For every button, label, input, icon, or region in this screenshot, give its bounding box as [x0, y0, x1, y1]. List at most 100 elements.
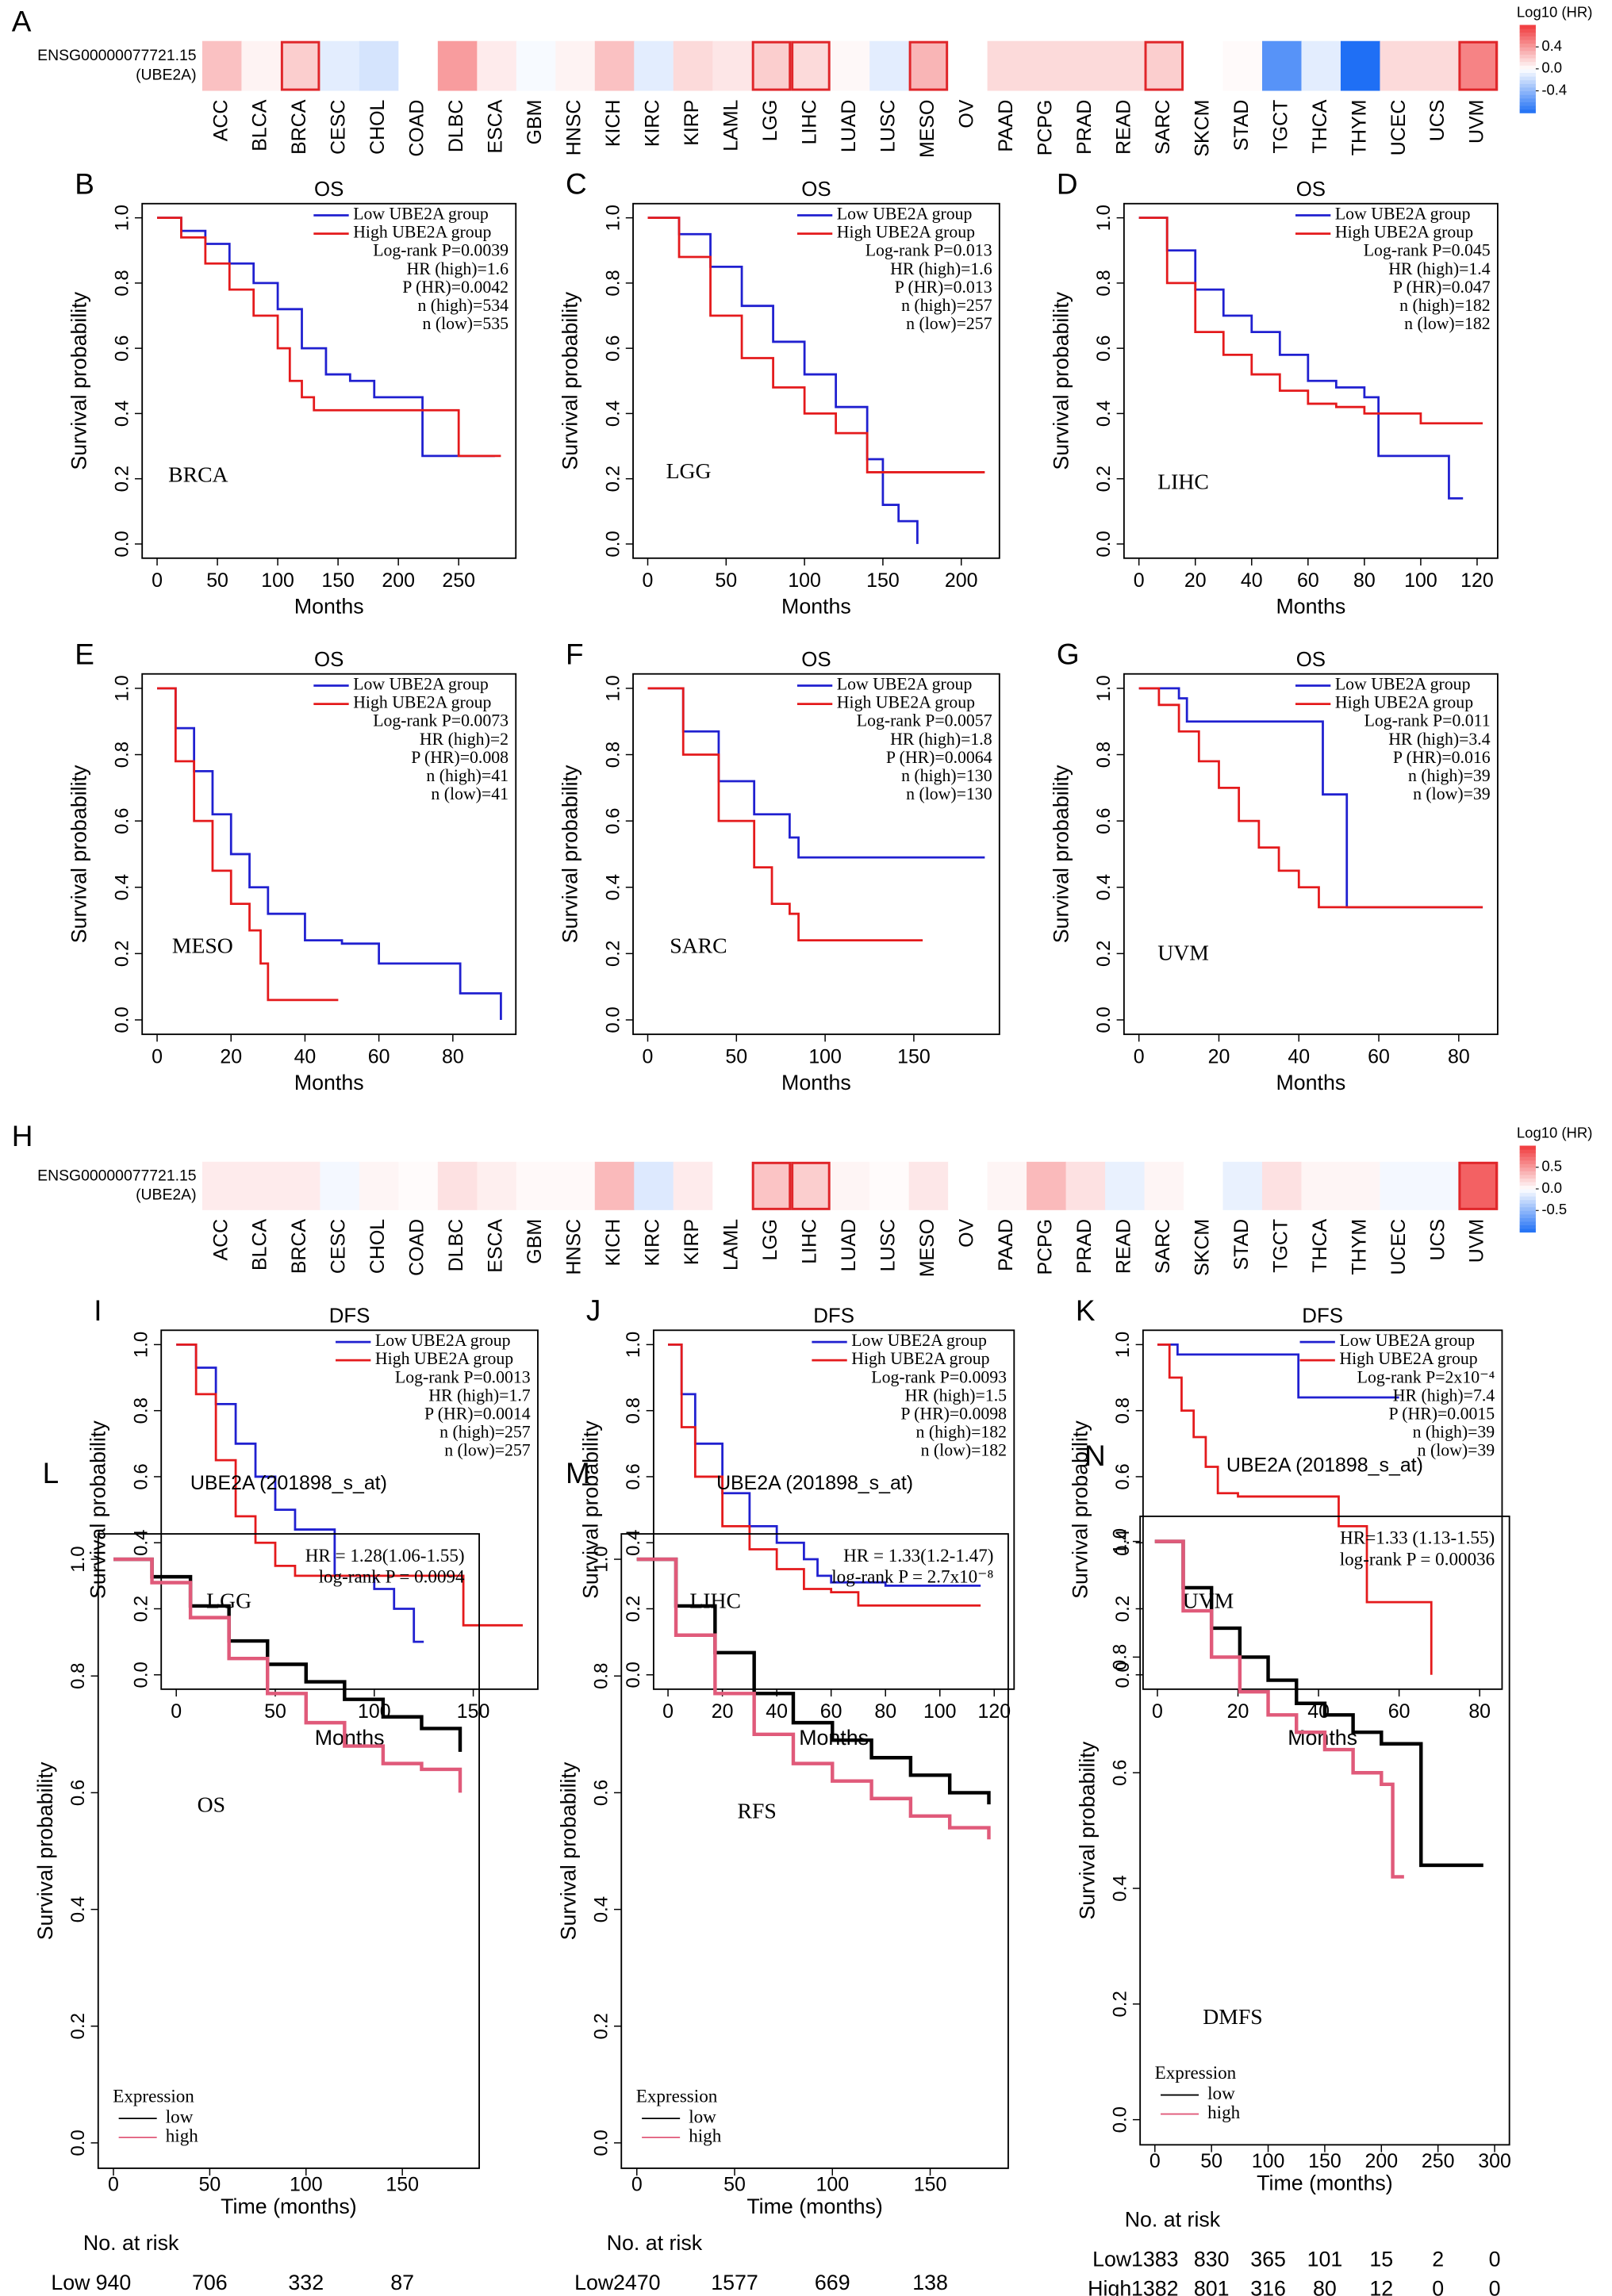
y-tick-label: 0.8 — [112, 270, 133, 296]
y-tick-label: 1.0 — [1112, 1332, 1134, 1358]
category-label: HNSC — [563, 1219, 585, 1275]
heat-cell — [634, 1161, 674, 1210]
heat-cell — [987, 1161, 1027, 1210]
plot-title: OS — [314, 178, 344, 201]
category-label: CESC — [328, 100, 350, 155]
x-tick-label: 60 — [820, 1700, 842, 1723]
panel-label: G — [1057, 638, 1080, 670]
survival-curve — [113, 1557, 462, 1752]
risk-row-label: High — [1088, 2276, 1131, 2296]
colorbar-segment — [1519, 1217, 1536, 1222]
colorbar-segment — [1519, 61, 1536, 66]
category-label: PAAD — [995, 100, 1017, 152]
legend-label: low — [1207, 2083, 1235, 2103]
heat-cell — [241, 40, 282, 91]
colorbar-segment — [1519, 1206, 1536, 1211]
heat-cell — [751, 1161, 792, 1210]
category-label: STAD — [1230, 1219, 1253, 1271]
heat-cell — [673, 1161, 713, 1210]
y-tick-label: 0.4 — [602, 874, 624, 900]
x-tick-label: 50 — [723, 2174, 746, 2196]
survival-curve — [1157, 1343, 1399, 1399]
x-tick-label: 60 — [1368, 1045, 1390, 1068]
category-label: TGCT — [1269, 1219, 1292, 1273]
colorbar-segment — [1519, 1167, 1536, 1171]
category-label: SKCM — [1191, 1219, 1213, 1276]
y-tick-label: 0.4 — [67, 1896, 89, 1922]
heat-cell — [437, 1161, 478, 1210]
x-axis-label: Months — [1288, 1726, 1357, 1750]
colorbar-segment — [1519, 47, 1536, 52]
category-label: PCPG — [1034, 100, 1056, 156]
y-tick-label: 0.0 — [1093, 531, 1115, 557]
x-tick-label: 80 — [1353, 569, 1376, 592]
survival-curve — [1154, 1539, 1404, 1879]
colorbar-segment — [1519, 32, 1536, 36]
category-label: MESO — [916, 100, 938, 158]
category-label: LAML — [720, 1219, 743, 1271]
legend-label: Low UBE2A group — [1335, 675, 1471, 694]
x-tick-label: 40 — [294, 1045, 317, 1068]
y-tick-label: 0.2 — [623, 1596, 644, 1622]
y-tick-label: 0.8 — [1112, 1397, 1134, 1424]
x-tick-label: 60 — [368, 1045, 390, 1068]
x-tick-label: 20 — [1227, 1700, 1249, 1723]
y-tick-label: 1.0 — [112, 675, 133, 701]
heat-cell — [1027, 40, 1067, 91]
category-label: LGG — [759, 100, 781, 142]
y-axis-label: Survival probability — [1076, 1741, 1100, 1919]
heat-cell — [1105, 40, 1146, 91]
panel-label: C — [566, 167, 587, 200]
y-tick-label: 1.0 — [1093, 205, 1115, 231]
y-tick-label: 1.0 — [591, 1546, 612, 1572]
heat-cell — [555, 1161, 596, 1210]
risk-count: 316 — [1250, 2276, 1286, 2296]
heat-cell — [555, 40, 596, 91]
survival-curve — [647, 217, 985, 473]
annotation: P (HR)=0.008 — [411, 748, 509, 767]
x-axis-label: Months — [781, 595, 851, 619]
annotation: HR (high)=1.8 — [890, 730, 992, 749]
category-label: OV — [955, 99, 977, 128]
survival-curve — [636, 1557, 991, 1805]
category-label: LUAD — [838, 100, 860, 152]
risk-row-label: Low — [51, 2271, 90, 2294]
colorbar-segment — [1519, 1196, 1536, 1201]
category-label: SARC — [1152, 1219, 1174, 1274]
category-label: STAD — [1230, 100, 1253, 151]
colorbar-segment — [1519, 1152, 1536, 1157]
x-tick-label: 150 — [386, 2174, 419, 2196]
risk-count: 15 — [1369, 2247, 1393, 2271]
colorbar-tick-label: -0.4 — [1541, 81, 1567, 98]
colorbar-segment — [1519, 50, 1536, 55]
heat-cell — [202, 40, 242, 91]
legend-label: low — [166, 2106, 194, 2126]
survival-curve — [668, 1343, 981, 1607]
legend-label: high — [689, 2125, 721, 2145]
colorbar-title: Log10 (HR) — [1517, 4, 1592, 21]
y-axis-label: Survival probability — [558, 291, 582, 470]
risk-count: 669 — [815, 2271, 850, 2294]
legend-label: High UBE2A group — [1335, 223, 1473, 242]
heat-cell — [1065, 1161, 1106, 1210]
annotation: P (HR)=0.013 — [895, 278, 992, 297]
x-tick-label: 100 — [358, 1700, 391, 1723]
colorbar-segment — [1519, 65, 1536, 70]
category-label: THYM — [1348, 1219, 1370, 1275]
annotation: P (HR)=0.016 — [1393, 748, 1491, 767]
plot-frame — [97, 1533, 480, 2169]
category-label: HNSC — [563, 100, 585, 156]
heat-cell — [516, 1161, 556, 1210]
category-label: LUSC — [877, 1219, 899, 1271]
y-tick-label: 1.0 — [602, 205, 624, 231]
risk-table-title: No. at risk — [1125, 2207, 1221, 2231]
y-tick-label: 0.8 — [1093, 742, 1115, 768]
category-label: SARC — [1152, 100, 1174, 155]
category-label: OV — [955, 1219, 977, 1248]
heat-cell — [634, 40, 674, 91]
x-tick-label: 100 — [261, 569, 294, 592]
row-label: ENSG00000077721.15 — [37, 1167, 196, 1184]
annotation: Log-rank P=0.0039 — [373, 241, 509, 260]
panel-label: M — [566, 1457, 590, 1489]
